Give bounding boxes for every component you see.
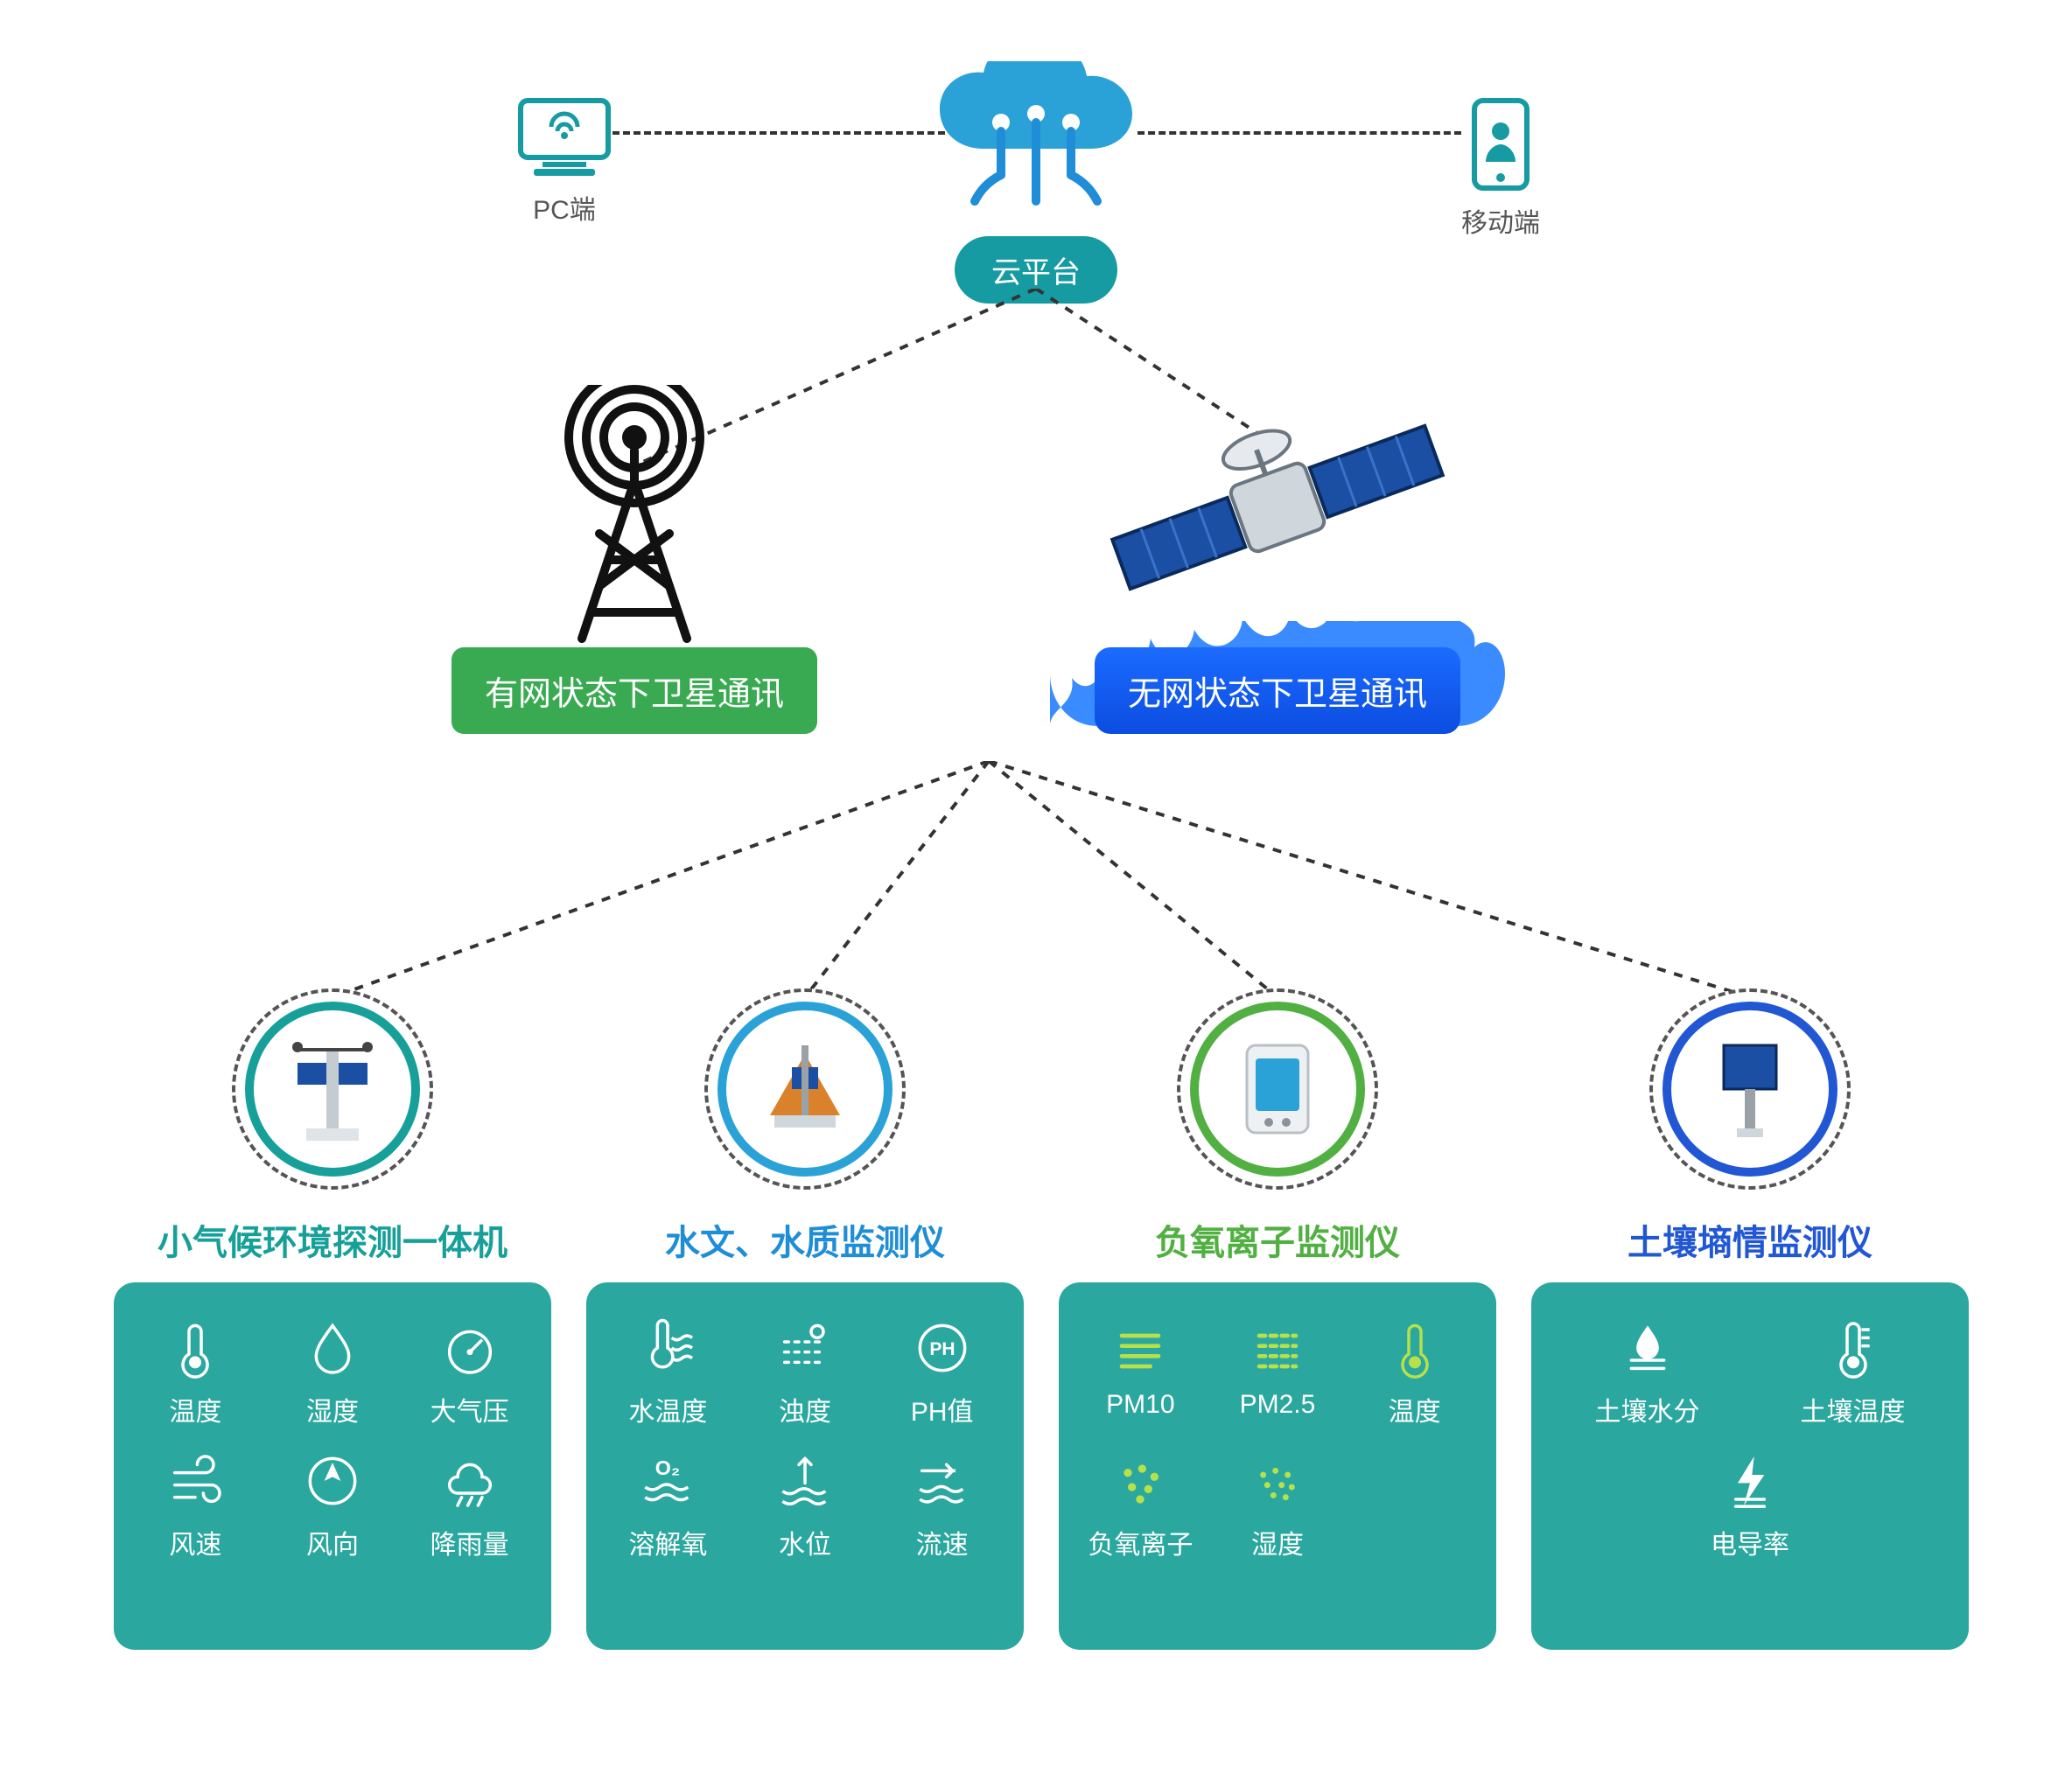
flame-badge-wrap: 无网状态下卫星通讯 — [1095, 647, 1460, 734]
mobile-node: 移动端 — [1444, 96, 1558, 240]
param-humidity: 湿度 — [269, 1313, 397, 1428]
param-windspeed: 风速 — [131, 1446, 260, 1561]
cloud-layer: PC端 云平台 — [0, 61, 2072, 306]
param-waterlevel: 水位 — [741, 1446, 870, 1561]
device-hydrology: 水文、水质监测仪 水温度 浊度 PHPH值 O₂溶解氧 水位 流速 — [586, 988, 1024, 1650]
param-panel: 温度 湿度 大气压 风速 风向 降雨量 — [114, 1282, 551, 1650]
param-soil-temp: 土壤温度 — [1754, 1313, 1951, 1428]
param-temperature: 温度 — [131, 1313, 260, 1428]
device-ring — [1177, 988, 1378, 1190]
param-empty — [1350, 1446, 1479, 1561]
device-ring — [1649, 988, 1851, 1190]
comm-layer: 有网状态下卫星通讯 — [0, 367, 2072, 840]
microclimate-photo-icon — [271, 1028, 394, 1150]
mobile-label: 移动端 — [1444, 201, 1558, 240]
wireless-comm-label: 无网状态下卫星通讯 — [1095, 647, 1460, 734]
device-ring — [704, 988, 906, 1190]
cloud-label: 云平台 — [955, 236, 1117, 304]
hydrology-photo-icon — [744, 1028, 866, 1150]
param-turbidity: 浊度 — [741, 1313, 870, 1428]
pc-label: PC端 — [503, 188, 626, 227]
device-title: 土壤墒情监测仪 — [1531, 1214, 1969, 1265]
connector-pc-cloud — [612, 131, 945, 135]
device-microclimate: 小气候环境探测一体机 温度 湿度 大气压 风速 风向 降雨量 — [114, 988, 551, 1650]
wireless-comm-node: 无网状态下卫星通讯 — [1024, 367, 1531, 734]
param-soil-moisture: 土壤水分 — [1549, 1313, 1746, 1428]
param-rainfall: 降雨量 — [405, 1446, 534, 1561]
device-title: 水文、水质监测仪 — [586, 1214, 1024, 1265]
param-panel: PM10 PM2.5 温度 负氧离子 湿度 — [1059, 1282, 1496, 1650]
svg-text:O₂: O₂ — [655, 1456, 681, 1479]
ion-monitor-photo-icon — [1216, 1028, 1339, 1150]
param-pm25: PM2.5 — [1214, 1313, 1342, 1428]
devices-layer: 小气候环境探测一体机 温度 湿度 大气压 风速 风向 降雨量 水文、水质监测仪 … — [0, 988, 2072, 1758]
cloud-icon — [905, 61, 1167, 236]
param-conductivity: 电导率 — [1549, 1446, 1951, 1561]
connector-cloud-mobile — [1138, 131, 1461, 135]
param-panel: 土壤水分 土壤温度 电导率 — [1531, 1282, 1969, 1650]
device-ring — [232, 988, 433, 1190]
device-title: 小气候环境探测一体机 — [114, 1214, 551, 1265]
param-pm10: PM10 — [1076, 1313, 1205, 1428]
pc-icon — [503, 96, 626, 179]
wired-comm-label: 有网状态下卫星通讯 — [452, 647, 817, 734]
mobile-icon — [1444, 96, 1558, 192]
soil-photo-icon — [1689, 1028, 1811, 1150]
param-panel: 水温度 浊度 PHPH值 O₂溶解氧 水位 流速 — [586, 1282, 1024, 1650]
param-pressure: 大气压 — [405, 1313, 534, 1428]
cloud-node: 云平台 — [905, 61, 1167, 304]
pc-node: PC端 — [503, 96, 626, 227]
device-soil: 土壤墒情监测仪 土壤水分 土壤温度 电导率 — [1531, 988, 1969, 1650]
svg-text:PH: PH — [929, 1339, 955, 1359]
param-watertemp: 水温度 — [604, 1313, 732, 1428]
wired-comm-node: 有网状态下卫星通讯 — [416, 367, 853, 734]
device-title: 负氧离子监测仪 — [1059, 1214, 1496, 1265]
cloud-pill: 云平台 — [905, 236, 1167, 304]
param-temperature: 温度 — [1350, 1313, 1479, 1428]
param-winddir: 风向 — [269, 1446, 397, 1561]
param-ph: PHPH值 — [878, 1313, 1006, 1428]
param-negative-ion: 负氧离子 — [1076, 1446, 1205, 1561]
device-negative-ion: 负氧离子监测仪 PM10 PM2.5 温度 负氧离子 湿度 — [1059, 988, 1496, 1650]
param-flowrate: 流速 — [878, 1446, 1006, 1561]
param-humidity: 湿度 — [1214, 1446, 1342, 1561]
tower-icon — [416, 367, 853, 647]
satellite-icon — [1024, 367, 1531, 647]
param-do: O₂溶解氧 — [604, 1446, 732, 1561]
